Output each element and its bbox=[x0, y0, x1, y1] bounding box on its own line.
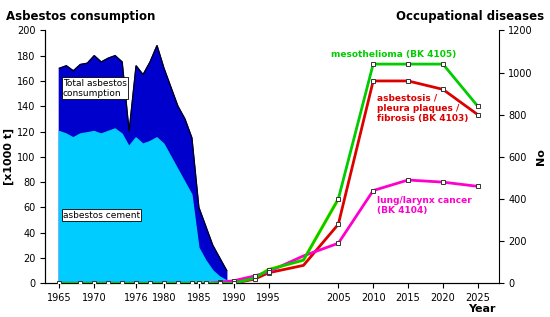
Text: Asbestos consumption: Asbestos consumption bbox=[6, 10, 155, 23]
Text: lung/larynx cancer
(BK 4104): lung/larynx cancer (BK 4104) bbox=[377, 196, 471, 215]
Text: asbestosis /
pleura plaques /
fibrosis (BK 4103): asbestosis / pleura plaques / fibrosis (… bbox=[377, 94, 468, 123]
Text: asbestos cement: asbestos cement bbox=[63, 210, 140, 220]
Y-axis label: No: No bbox=[536, 148, 546, 165]
Text: mesothelioma (BK 4105): mesothelioma (BK 4105) bbox=[331, 50, 456, 59]
Polygon shape bbox=[59, 129, 227, 283]
Polygon shape bbox=[59, 46, 227, 283]
Y-axis label: [x1000 t]: [x1000 t] bbox=[4, 128, 14, 185]
Text: Year: Year bbox=[468, 304, 495, 314]
Text: Occupational diseases: Occupational diseases bbox=[397, 10, 544, 23]
Text: Total asbestos
consumption: Total asbestos consumption bbox=[63, 79, 126, 98]
